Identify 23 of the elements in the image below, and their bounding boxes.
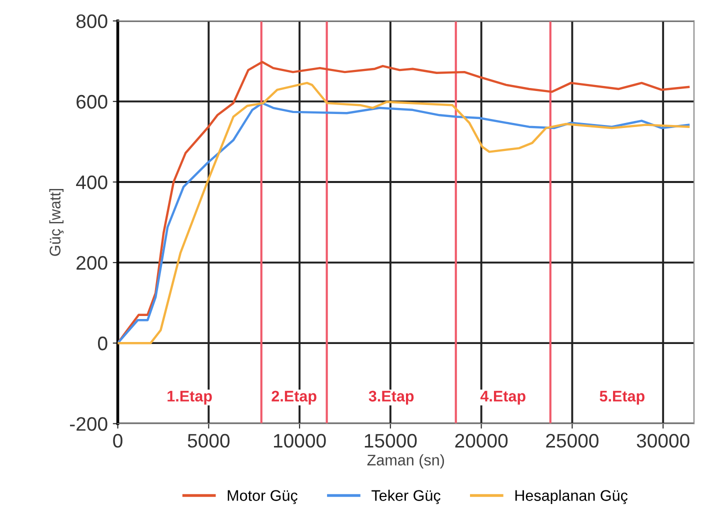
annotation: 2.Etap — [272, 390, 316, 405]
x-tick-label: 10000 — [274, 434, 326, 448]
legend-label: Motor Güç — [228, 490, 298, 504]
y-tick-label: 0 — [98, 336, 108, 350]
x-axis-title: Zaman (sn) — [367, 454, 444, 468]
y-axis-title: Güç [watt] — [49, 188, 64, 256]
x-tick-label: 30000 — [636, 434, 690, 448]
annotation: 1.Etap — [168, 390, 212, 405]
y-tick-label: -200 — [70, 417, 108, 431]
x-tick-label: 5000 — [188, 434, 230, 448]
annotation: 5.Etap — [600, 390, 644, 405]
x-tick-label: 0 — [113, 434, 122, 448]
annotation: 4.Etap — [480, 390, 526, 405]
x-tick-label: 20000 — [455, 434, 508, 448]
y-tick-label: 200 — [76, 256, 108, 270]
annotation: 3.Etap — [368, 390, 414, 405]
y-tick-label: 600 — [76, 94, 108, 109]
y-tick-label: 800 — [76, 14, 108, 28]
x-tick-label: 25000 — [546, 434, 598, 448]
x-tick-label: 15000 — [364, 434, 417, 448]
y-tick-label: 400 — [76, 175, 108, 190]
legend-label: Hesaplanan Güç — [515, 490, 628, 504]
legend-label: Teker Güç — [372, 490, 440, 504]
